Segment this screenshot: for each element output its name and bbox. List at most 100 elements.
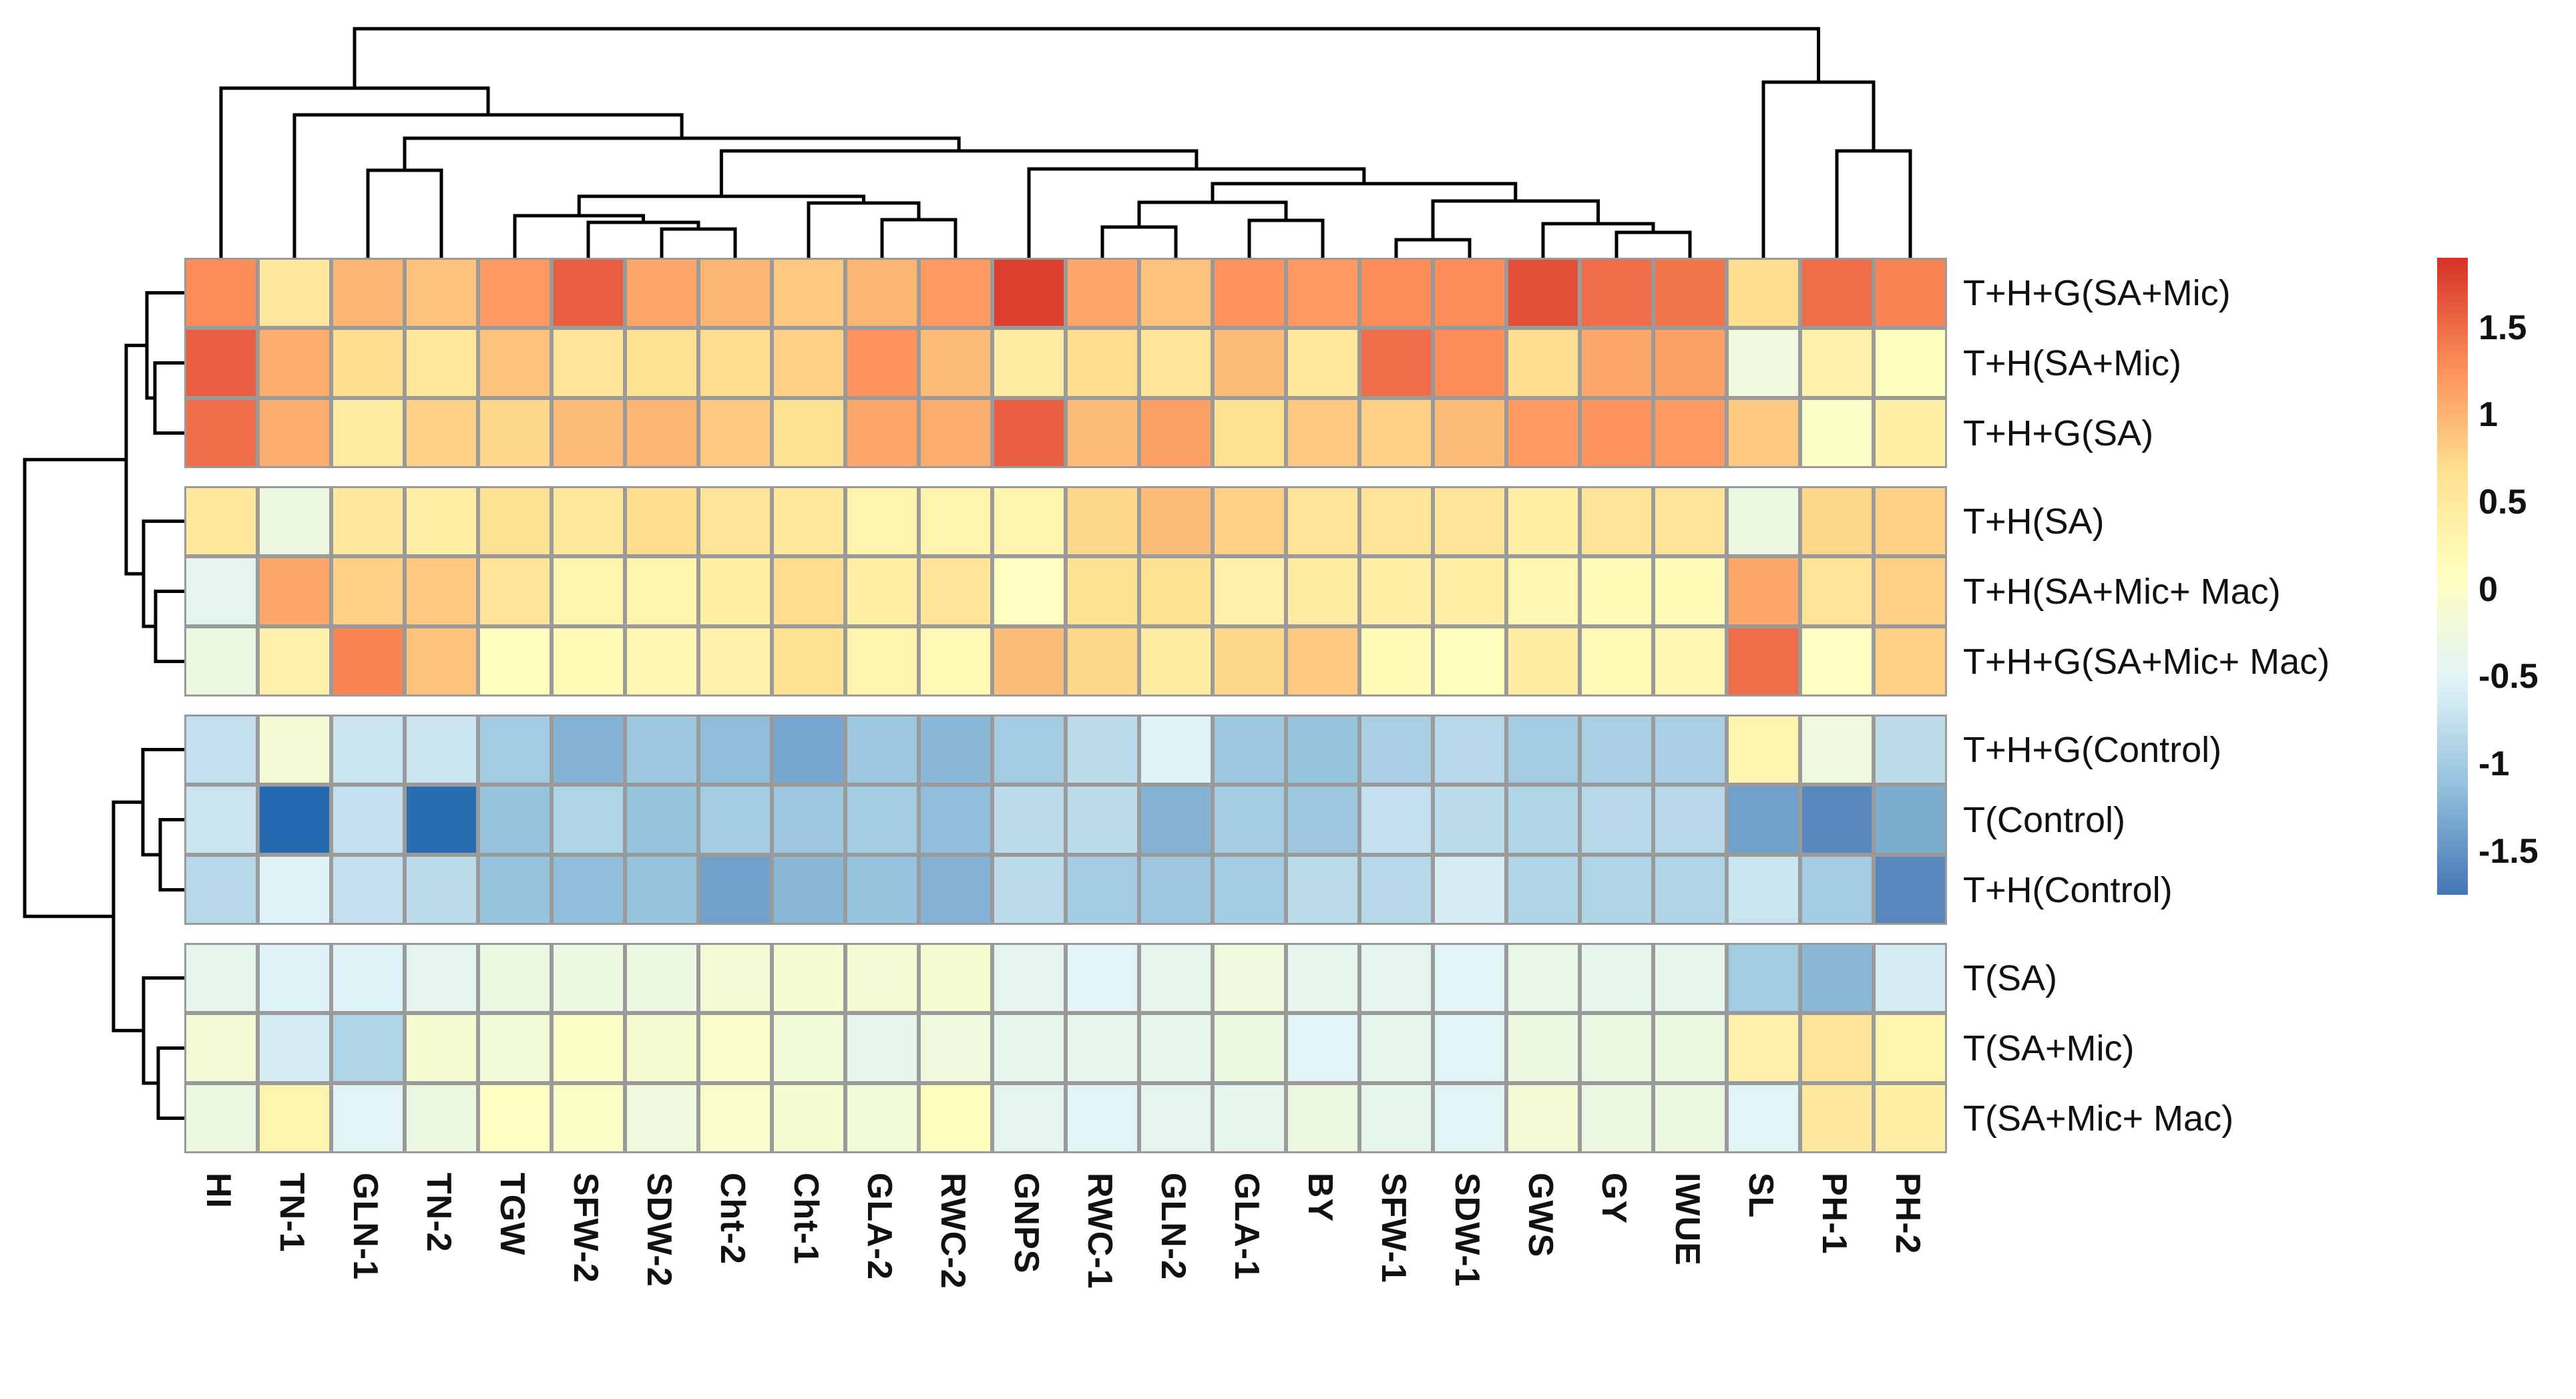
heatmap-cell — [1215, 1015, 1284, 1081]
heatmap-cell — [1582, 945, 1651, 1011]
legend-tick-label: 0 — [2479, 570, 2498, 609]
heatmap-cell — [1729, 400, 1798, 466]
heatmap-cell — [1729, 1015, 1798, 1081]
heatmap-cell — [1215, 260, 1284, 326]
heatmap-cell — [627, 400, 696, 466]
heatmap-cell — [774, 488, 843, 554]
heatmap-cell — [847, 1085, 917, 1151]
heatmap-cell — [480, 260, 550, 326]
heatmap-cell — [627, 628, 696, 694]
heatmap-cell — [1729, 628, 1798, 694]
heatmap-cell — [1508, 857, 1578, 923]
heatmap-cell — [1068, 400, 1137, 466]
heatmap-cell — [1729, 330, 1798, 396]
heatmap-cell — [1288, 628, 1357, 694]
heatmap-cell — [994, 330, 1064, 396]
heatmap-cell — [186, 488, 256, 554]
heatmap-cell — [847, 857, 917, 923]
heatmap-cell — [1655, 628, 1725, 694]
heatmap-cell — [333, 260, 403, 326]
column-label: TN-2 — [419, 1173, 458, 1253]
heatmap-cell — [774, 945, 843, 1011]
heatmap-cell — [921, 488, 990, 554]
heatmap-cell — [1068, 945, 1137, 1011]
heatmap-cell — [1288, 558, 1357, 624]
column-label: Cht-2 — [713, 1173, 752, 1265]
heatmap-cell — [1582, 628, 1651, 694]
heatmap-cell — [627, 488, 696, 554]
heatmap-cell — [921, 330, 990, 396]
heatmap-cell — [1361, 1085, 1431, 1151]
heatmap-cell — [1068, 260, 1137, 326]
heatmap-cell — [407, 628, 476, 694]
heatmap-cell — [1655, 488, 1725, 554]
heatmap-cell — [627, 945, 696, 1011]
heatmap-cell — [1508, 787, 1578, 853]
heatmap-cell — [1361, 945, 1431, 1011]
heatmap-cell — [1876, 488, 1945, 554]
heatmap-row-group-4 — [184, 943, 1947, 1153]
heatmap-cell — [480, 1015, 550, 1081]
heatmap-cell — [1508, 717, 1578, 783]
heatmap-cell — [260, 488, 329, 554]
heatmap-cell — [1802, 857, 1872, 923]
heatmap-cell — [407, 787, 476, 853]
heatmap-cell — [407, 488, 476, 554]
heatmap-cell — [333, 558, 403, 624]
heatmap-cell — [994, 1085, 1064, 1151]
heatmap-cell — [1802, 787, 1872, 853]
legend-tick-label: -1.5 — [2479, 831, 2539, 871]
heatmap-cell — [1288, 488, 1357, 554]
column-label: RWC-2 — [933, 1173, 972, 1289]
column-label: GNPS — [1007, 1173, 1046, 1274]
heatmap-cell — [1876, 1015, 1945, 1081]
heatmap-cell — [333, 400, 403, 466]
heatmap-cell — [700, 945, 770, 1011]
heatmap-cell — [554, 717, 623, 783]
heatmap-cell — [1215, 1085, 1284, 1151]
heatmap-cell — [1068, 628, 1137, 694]
heatmap-cell — [627, 787, 696, 853]
column-label: TGW — [493, 1173, 531, 1256]
heatmap-cell — [1361, 1015, 1431, 1081]
heatmap-cell — [700, 787, 770, 853]
heatmap-cell — [260, 260, 329, 326]
heatmap-cell — [1729, 1085, 1798, 1151]
heatmap-cell — [480, 330, 550, 396]
row-label: T(SA+Mic) — [1963, 1028, 2135, 1068]
heatmap-cell — [407, 1015, 476, 1081]
heatmap-cell — [1876, 400, 1945, 466]
heatmap-cell — [480, 857, 550, 923]
heatmap-cell — [1141, 945, 1211, 1011]
heatmap-row-group-1 — [184, 258, 1947, 468]
heatmap-cell — [1876, 628, 1945, 694]
heatmap-cell — [554, 1015, 623, 1081]
heatmap-cell — [1876, 260, 1945, 326]
row-label: T+H(Control) — [1963, 869, 2173, 910]
heatmap-cell — [1435, 558, 1504, 624]
heatmap-cell — [1802, 1085, 1872, 1151]
heatmap-cell — [1655, 787, 1725, 853]
heatmap-cell — [921, 558, 990, 624]
heatmap-cell — [994, 857, 1064, 923]
heatmap-cell — [700, 1015, 770, 1081]
heatmap-cell — [921, 1085, 990, 1151]
heatmap-cell — [1435, 260, 1504, 326]
heatmap-cell — [1729, 857, 1798, 923]
heatmap-cell — [774, 330, 843, 396]
column-label: SFW-2 — [566, 1173, 605, 1283]
heatmap-cell — [1802, 945, 1872, 1011]
heatmap-cell — [1655, 945, 1725, 1011]
heatmap-cell — [1582, 260, 1651, 326]
heatmap-cell — [1508, 558, 1578, 624]
heatmap-cell — [1508, 400, 1578, 466]
heatmap-cell — [1802, 558, 1872, 624]
heatmap-cell — [260, 400, 329, 466]
heatmap-cell — [186, 558, 256, 624]
heatmap-cell — [333, 717, 403, 783]
heatmap-cell — [1655, 1085, 1725, 1151]
heatmap-cell — [1876, 330, 1945, 396]
heatmap-cell — [1729, 717, 1798, 783]
heatmap-cell — [1288, 787, 1357, 853]
heatmap-cell — [921, 1015, 990, 1081]
